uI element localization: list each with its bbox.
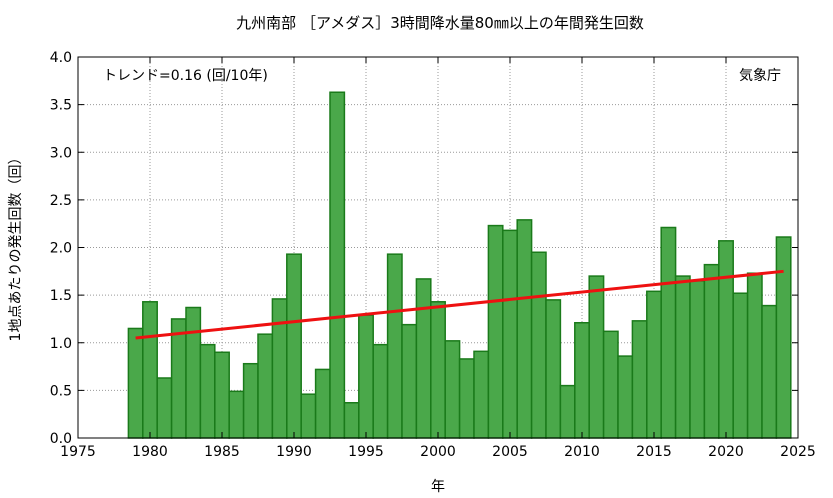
bar-1988 (257, 333, 274, 439)
x-tick-label: 1975 (60, 444, 96, 460)
bar-2012 (602, 330, 619, 439)
x-tick-label: 2005 (492, 444, 528, 460)
bar-2007 (530, 251, 547, 439)
x-tick-label: 2000 (420, 444, 456, 460)
bar-2024 (775, 236, 792, 439)
bar-1999 (415, 278, 432, 439)
bar-2001 (444, 340, 461, 439)
bar-1996 (372, 343, 389, 439)
bar-2019 (703, 263, 720, 439)
bar-2017 (674, 275, 691, 439)
bar-2023 (761, 304, 778, 439)
y-axis-ticks: 0.0 0.5 1.0 1.5 2.0 2.5 3.0 3.5 4.0 (50, 50, 798, 447)
source-label: 気象庁 (739, 68, 781, 84)
bar-2000 (430, 301, 446, 439)
x-tick-label: 1995 (348, 444, 384, 460)
x-tick-label: 1985 (204, 444, 240, 460)
y-tick-label: 2.0 (50, 241, 72, 257)
bar-1982 (170, 318, 187, 439)
y-tick-label: 0.0 (50, 431, 72, 447)
bar-1987 (242, 362, 259, 439)
bar-2015 (646, 290, 662, 439)
bar-1980 (142, 301, 158, 439)
x-tick-label: 1990 (276, 444, 312, 460)
bar-2018 (689, 280, 706, 439)
bar-1984 (199, 343, 216, 439)
bar-2010 (574, 321, 590, 439)
x-axis-ticks: 1975 1980 1985 1990 1995 2000 2005 2010 2015 2020… (60, 57, 816, 460)
y-tick-label: 3.0 (50, 145, 72, 161)
bars (127, 91, 792, 439)
bar-2006 (516, 219, 533, 439)
bar-1990 (286, 253, 302, 439)
y-tick-label: 1.0 (50, 336, 72, 352)
y-tick-label: 0.5 (50, 383, 72, 399)
y-tick-label: 2.5 (50, 193, 72, 209)
trend-line (135, 269, 784, 340)
x-axis-label: 年 (431, 479, 445, 495)
y-axis-label: 1地点あたりの発生回数（回） (8, 151, 24, 342)
x-tick-label: 2025 (780, 444, 816, 460)
bar-1983 (185, 306, 202, 439)
y-tick-label: 3.5 (50, 98, 72, 114)
bar-1979 (127, 327, 144, 439)
bar-1992 (314, 368, 331, 439)
bar-1993 (329, 91, 346, 439)
bar-2004 (487, 224, 504, 439)
x-tick-label: 1980 (132, 444, 168, 460)
bar-2022 (746, 272, 763, 439)
bar-1991 (300, 393, 317, 439)
bar-2020 (718, 240, 734, 439)
x-tick-label: 2015 (636, 444, 672, 460)
bar-1981 (156, 377, 173, 439)
bar-1995 (358, 314, 374, 439)
x-tick-label: 2020 (708, 444, 744, 460)
bar-1997 (386, 253, 403, 439)
bar-2003 (473, 350, 490, 439)
trend-annotation: トレンド=0.16 (回/10年) (103, 68, 268, 84)
y-tick-label: 1.5 (50, 288, 72, 304)
bar-2013 (617, 355, 634, 439)
y-tick-label: 4.0 (50, 50, 72, 66)
x-tick-label: 2010 (564, 444, 600, 460)
bar-2021 (732, 292, 749, 439)
bar-1986 (228, 390, 245, 439)
bar-1989 (271, 298, 288, 439)
bar-2014 (631, 320, 648, 439)
bar-2005 (502, 229, 518, 439)
bar-1994 (343, 402, 360, 439)
bar-2002 (458, 358, 475, 439)
bar-2016 (660, 226, 677, 439)
chart-title: 九州南部 ［アメダス］3時間降水量80㎜以上の年間発生回数 (236, 14, 644, 32)
bar-2008 (545, 299, 562, 439)
bar-2011 (588, 275, 605, 439)
bar-2009 (559, 384, 576, 439)
bar-1998 (401, 323, 418, 439)
bar-1985 (214, 351, 230, 439)
